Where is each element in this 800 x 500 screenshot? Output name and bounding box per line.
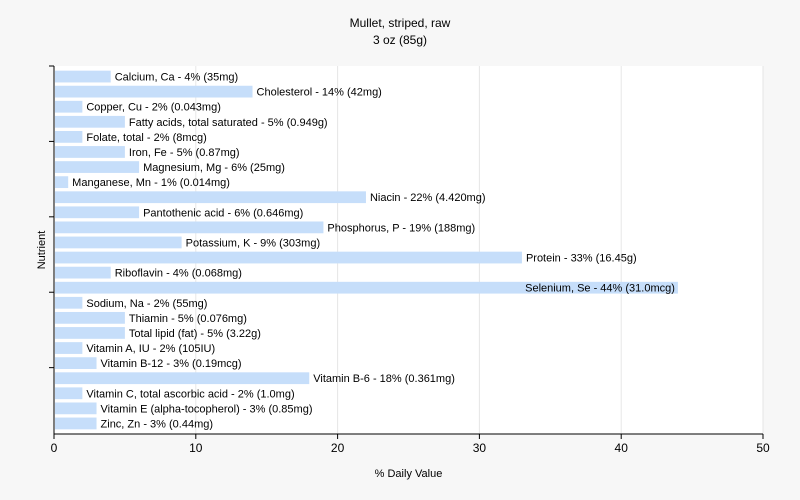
data-label: Vitamin B-12 - 3% (0.19mcg)	[101, 358, 242, 370]
data-label: Phosphorus, P - 19% (188mg)	[327, 222, 475, 234]
data-label: Vitamin E (alpha-tocopherol) - 3% (0.85m…	[101, 403, 313, 415]
x-axis-label: % Daily Value	[375, 468, 443, 480]
data-label: Thiamin - 5% (0.076mg)	[129, 313, 247, 325]
bar	[55, 70, 111, 83]
bar	[55, 221, 324, 234]
data-label: Riboflavin - 4% (0.068mg)	[115, 268, 242, 280]
bar	[55, 161, 140, 173]
x-tick-label: 50	[756, 441, 770, 455]
bar	[55, 115, 125, 128]
data-label: Zinc, Zn - 3% (0.44mg)	[101, 418, 213, 430]
data-label: Sodium, Na - 2% (55mg)	[86, 298, 207, 310]
x-tick-label: 30	[473, 441, 487, 455]
bar	[55, 296, 83, 309]
data-label: Iron, Fe - 5% (0.87mg)	[129, 147, 240, 159]
bar	[55, 236, 182, 249]
chart-subtitle: 3 oz (85g)	[372, 33, 428, 47]
bar	[55, 251, 522, 264]
data-label: Cholesterol - 14% (42mg)	[257, 87, 382, 99]
bar	[55, 281, 678, 294]
x-tick-label: 10	[189, 441, 203, 455]
bar	[55, 417, 97, 430]
data-label: Folate, total - 2% (8mcg)	[86, 132, 206, 144]
data-label: Total lipid (fat) - 5% (3.22g)	[129, 328, 261, 340]
bar	[55, 206, 140, 219]
bar	[55, 372, 310, 385]
bar	[55, 327, 125, 339]
data-label: Niacin - 22% (4.420mg)	[370, 192, 486, 204]
data-label: Selenium, Se - 44% (31.0mcg)	[525, 283, 675, 295]
bar	[55, 131, 83, 143]
data-label: Fatty acids, total saturated - 5% (0.949…	[129, 117, 328, 129]
data-label: Vitamin C, total ascorbic acid - 2% (1.0…	[86, 388, 294, 400]
bar	[55, 311, 125, 324]
x-tick-label: 40	[615, 441, 629, 455]
data-label: Magnesium, Mg - 6% (25mg)	[143, 162, 285, 174]
chart-title: Mullet, striped, raw	[349, 16, 451, 30]
data-label: Copper, Cu - 2% (0.043mg)	[86, 102, 221, 114]
x-tick-label: 20	[331, 441, 345, 455]
data-label: Potassium, K - 9% (303mg)	[186, 237, 321, 249]
x-tick-label: 0	[51, 441, 58, 455]
bar	[55, 266, 111, 279]
bar	[55, 100, 83, 113]
bar	[55, 342, 83, 354]
data-label: Vitamin B-6 - 18% (0.361mg)	[313, 373, 455, 385]
data-label: Pantothenic acid - 6% (0.646mg)	[143, 207, 303, 219]
y-axis-label: Nutrient	[36, 231, 48, 270]
bar	[55, 85, 253, 98]
bar	[55, 357, 97, 369]
data-label: Calcium, Ca - 4% (35mg)	[115, 72, 238, 84]
bar	[55, 146, 125, 158]
data-label: Manganese, Mn - 1% (0.014mg)	[72, 177, 230, 189]
bar	[55, 176, 69, 189]
data-label: Vitamin A, IU - 2% (105IU)	[86, 343, 215, 355]
data-label: Protein - 33% (16.45g)	[526, 253, 637, 265]
bar	[55, 387, 83, 400]
bar	[55, 191, 366, 204]
bar	[55, 402, 97, 415]
